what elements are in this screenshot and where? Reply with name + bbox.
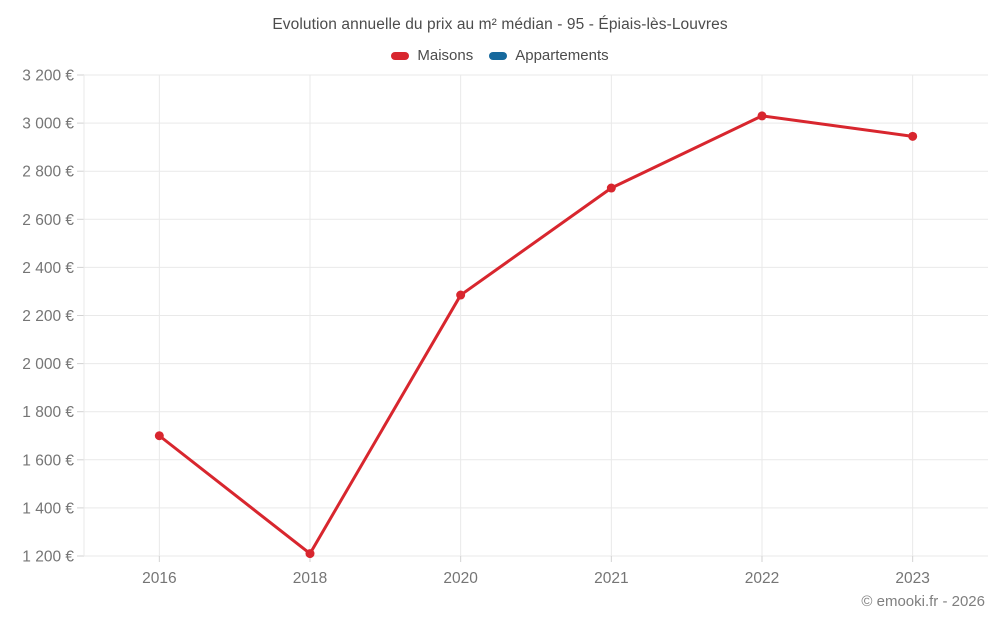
data-point[interactable] — [305, 549, 315, 559]
y-tick-label: 2 000 € — [22, 356, 74, 373]
legend-label-maisons: Maisons — [417, 47, 474, 64]
x-tick-label: 2020 — [443, 570, 478, 587]
x-tick-label: 2018 — [293, 570, 327, 587]
y-tick-label: 2 200 € — [22, 308, 74, 325]
legend-label-appartements: Appartements — [515, 47, 609, 64]
y-tick-label: 1 400 € — [22, 500, 74, 517]
x-tick-label: 2016 — [142, 570, 176, 587]
y-tick-label: 2 800 € — [22, 164, 74, 181]
y-tick-label: 3 200 € — [22, 68, 74, 85]
attribution: © emooki.fr - 2026 — [861, 593, 985, 610]
data-point[interactable] — [908, 131, 918, 141]
y-tick-label: 2 400 € — [22, 260, 74, 277]
legend-item-appartements[interactable]: Appartements — [489, 47, 609, 64]
y-tick-label: 3 000 € — [22, 116, 74, 133]
x-tick-label: 2022 — [745, 570, 779, 587]
y-tick-label: 1 600 € — [22, 452, 74, 469]
chart-legend: Maisons Appartements — [0, 47, 1000, 64]
y-tick-label: 1 800 € — [22, 404, 74, 421]
x-tick-label: 2023 — [895, 570, 929, 587]
data-point[interactable] — [154, 431, 164, 441]
appartements-series-swatch-icon — [489, 51, 508, 60]
data-point[interactable] — [757, 111, 767, 121]
x-tick-label: 2021 — [594, 570, 628, 587]
y-tick-label: 2 600 € — [22, 212, 74, 229]
data-point[interactable] — [456, 290, 466, 300]
chart-title: Evolution annuelle du prix au m² médian … — [272, 16, 728, 33]
series-line — [157, 114, 915, 556]
maisons-series-swatch-icon — [391, 51, 410, 60]
y-tick-label: 1 200 € — [22, 549, 74, 566]
legend-item-maisons[interactable]: Maisons — [391, 47, 473, 64]
data-point[interactable] — [606, 183, 616, 193]
